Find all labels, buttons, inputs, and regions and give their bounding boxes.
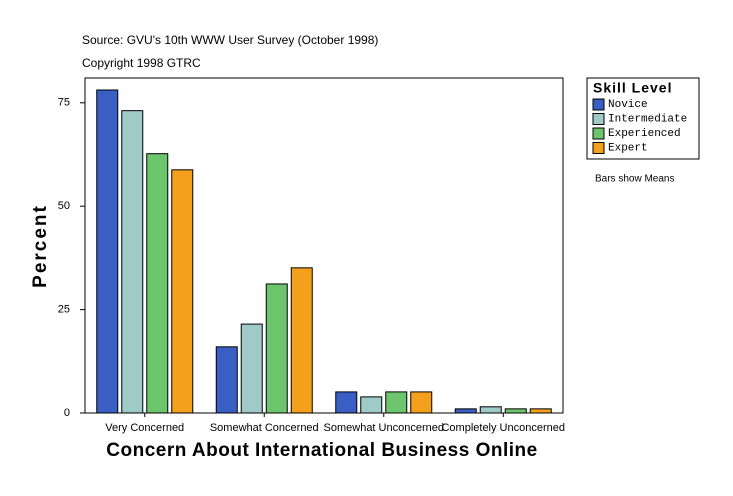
y-tick-label: 0 (64, 407, 70, 419)
plot-frame (84, 77, 564, 414)
legend-frame (586, 77, 700, 160)
bar (529, 408, 552, 414)
y-tick-label: 50 (58, 200, 70, 212)
legend-label: Intermediate (608, 113, 687, 125)
bar (410, 391, 433, 414)
legend-swatch (592, 142, 605, 154)
legend-swatch (592, 98, 605, 111)
x-tick-label: Completely Unconcerned (441, 422, 565, 434)
bar (454, 408, 477, 414)
bar (121, 110, 144, 414)
bar (240, 323, 263, 414)
bar (171, 169, 194, 414)
y-tick-label: 75 (58, 97, 70, 109)
bar (215, 346, 238, 414)
bar (360, 396, 383, 414)
bar (265, 283, 288, 414)
legend-swatch (592, 127, 605, 140)
x-tick-label: Somewhat Concerned (210, 422, 319, 434)
legend-label: Experienced (608, 128, 681, 140)
copyright: Copyright 1998 GTRC (82, 56, 201, 70)
x-tick-label: Somewhat Unconcerned (324, 422, 444, 434)
y-axis-label: Percent (30, 204, 51, 288)
bar (290, 267, 313, 414)
legend-swatch (592, 113, 605, 125)
note: Bars show Means (595, 174, 674, 185)
source: Source: GVU's 10th WWW User Survey (Octo… (82, 33, 378, 47)
x-axis-label: Concern About International Business Onl… (106, 440, 537, 461)
bar (146, 153, 169, 414)
bar (96, 89, 119, 414)
bar (479, 406, 502, 414)
legend-label: Expert (608, 142, 648, 154)
bar (335, 391, 358, 414)
legend-title: Skill Level (593, 80, 672, 96)
x-tick-label: Very Concerned (105, 422, 184, 434)
y-tick-label: 25 (58, 304, 70, 316)
bar (385, 391, 408, 414)
bar (504, 408, 527, 414)
legend-label: Novice (608, 99, 648, 111)
